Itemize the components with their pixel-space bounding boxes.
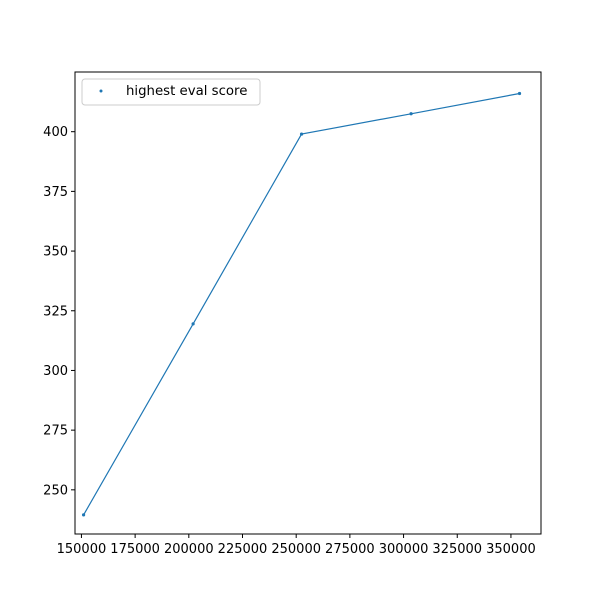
y-tick-label: 400 [43,125,68,140]
x-tick-label: 250000 [271,542,321,557]
x-tick-label: 325000 [432,542,482,557]
y-tick-label: 275 [43,424,68,439]
y-tick-label: 350 [43,245,68,260]
x-tick-label: 275000 [325,542,375,557]
legend-marker [99,89,103,93]
legend-box [81,78,261,106]
y-tick-label: 325 [43,304,68,319]
data-point [517,91,522,96]
y-axis-ticks: 250 275 300 325 350 375 400 [43,125,75,498]
legend: highest eval score [81,78,261,106]
x-tick-label: 200000 [164,542,214,557]
x-tick-label: 300000 [379,542,429,557]
axes-frame [74,71,542,535]
data-point [299,132,304,136]
x-tick-label: 175000 [110,542,160,557]
y-tick-label: 375 [43,185,68,200]
data-point [409,112,413,116]
y-tick-label: 300 [43,364,68,379]
plot-area [81,91,522,517]
y-tick-label: 250 [43,483,68,498]
x-tick-label: 225000 [218,542,268,557]
legend-label: highest eval score [126,84,247,99]
x-axis-ticks: 150000 175000 200000 225000 250000 275000 3000… [57,534,536,557]
data-point [191,322,195,326]
x-tick-label: 150000 [57,542,107,557]
x-tick-label: 350000 [486,542,536,557]
data-point [81,513,86,517]
